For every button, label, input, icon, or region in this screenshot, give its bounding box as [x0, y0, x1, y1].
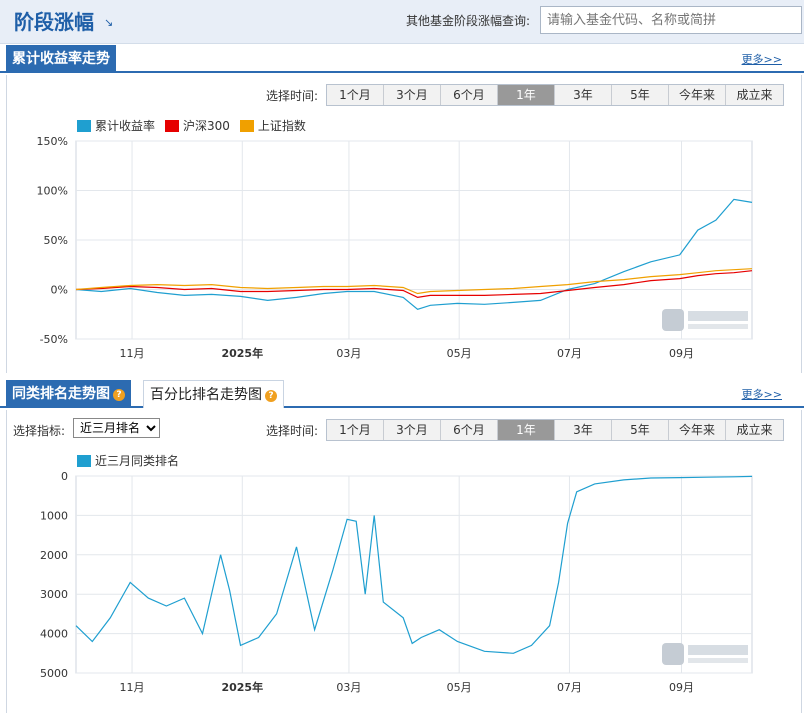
rank-legend: 近三月同类排名 — [77, 452, 189, 469]
y-tick-label: 4000 — [40, 628, 68, 641]
series-line-1 — [75, 270, 753, 299]
x-tick-label: 2025年 — [221, 346, 263, 360]
returns-panel: 选择时间: 1个月 3个月 6个月 1年 3年 5年 今年来 成立来 累计收益率… — [6, 75, 802, 373]
y-tick-label: 3000 — [40, 588, 68, 601]
section-bar-rank: 同类排名走势图? 百分比排名走势图? 更多>> — [0, 380, 804, 408]
cumulative-return-chart: 150% 100% 50% 0% -50% 11月 2025年 03月 05月 07月 09月 — [37, 135, 753, 360]
time-selector-returns: 1个月 3个月 6个月 1年 3年 5年 今年来 成立来 — [326, 84, 784, 106]
legend-item-fund[interactable]: 累计收益率 — [77, 117, 155, 134]
legend-item-sh[interactable]: 上证指数 — [239, 117, 306, 134]
more-link-returns[interactable]: 更多>> — [741, 53, 782, 66]
watermark-subtext — [688, 658, 748, 663]
time-selector-rank: 1个月 3个月 6个月 1年 3年 5年 今年来 成立来 — [326, 419, 784, 441]
y-tick-label: 0% — [51, 284, 68, 297]
time-option-6m[interactable]: 6个月 — [441, 420, 498, 440]
x-tick-label: 11月 — [120, 347, 145, 360]
legend-swatch-sh — [239, 119, 254, 132]
fund-search-input[interactable] — [540, 6, 802, 34]
x-tick-label: 07月 — [557, 681, 582, 694]
rank-panel: 选择指标: 近三月排名 选择时间: 1个月 3个月 6个月 1年 3年 5年 今… — [6, 410, 802, 713]
watermark-logo-icon — [662, 309, 684, 331]
time-option-1m[interactable]: 1个月 — [327, 420, 384, 440]
watermark-text — [688, 311, 748, 321]
y-tick-label: 50% — [44, 234, 68, 247]
watermark-subtext — [688, 324, 748, 329]
series-line-0 — [75, 198, 753, 310]
time-option-3y[interactable]: 3年 — [555, 420, 612, 440]
series-line-2 — [75, 268, 753, 295]
time-option-5y[interactable]: 5年 — [612, 420, 669, 440]
legend-swatch-fund — [77, 119, 91, 132]
peer-rank-chart: 0 1000 2000 3000 4000 5000 11月 2025年 03月 05月 07月 09… — [40, 470, 753, 694]
tab-peer-rank[interactable]: 同类排名走势图? — [6, 380, 131, 408]
y-tick-label: 150% — [37, 135, 68, 148]
watermark-text — [688, 645, 748, 655]
indicator-label: 选择指标: — [13, 424, 66, 438]
x-tick-label: 09月 — [669, 681, 694, 694]
time-option-ytd[interactable]: 今年来 — [669, 85, 726, 105]
page-title: 阶段涨幅 — [14, 10, 94, 34]
tab-percent-rank[interactable]: 百分比排名走势图? — [143, 380, 284, 408]
watermark-logo-icon — [662, 643, 684, 665]
time-select-label: 选择时间: — [266, 89, 319, 103]
legend-label-fund: 累计收益率 — [95, 119, 156, 133]
time-option-ytd[interactable]: 今年来 — [669, 420, 726, 440]
x-tick-label: 2025年 — [221, 680, 263, 694]
x-tick-label: 11月 — [120, 681, 145, 694]
more-link-rank[interactable]: 更多>> — [741, 388, 782, 401]
help-icon[interactable]: ? — [265, 390, 277, 402]
time-option-3m[interactable]: 3个月 — [384, 420, 441, 440]
indicator-select[interactable]: 近三月排名 — [73, 418, 160, 438]
legend-label-hs300: 沪深300 — [183, 119, 230, 133]
time-option-3m[interactable]: 3个月 — [384, 85, 441, 105]
tab-cumulative-return[interactable]: 累计收益率走势 — [6, 45, 116, 73]
plot-area — [75, 475, 753, 674]
title-arrow-icon: ↘ — [104, 16, 114, 29]
time-option-5y[interactable]: 5年 — [612, 85, 669, 105]
time-option-1y[interactable]: 1年 — [498, 420, 555, 440]
tab-peer-rank-label: 同类排名走势图 — [12, 386, 110, 402]
y-tick-label: 0 — [61, 470, 68, 483]
y-tick-label: -50% — [40, 333, 68, 346]
legend-label-rank: 近三月同类排名 — [95, 454, 180, 468]
series-line-0 — [75, 475, 753, 654]
legend-swatch-rank — [77, 454, 91, 467]
legend-swatch-hs300 — [165, 119, 180, 132]
tab-percent-rank-label: 百分比排名走势图 — [150, 387, 262, 403]
y-tick-label: 5000 — [40, 667, 68, 680]
time-option-since-inception[interactable]: 成立来 — [726, 420, 783, 440]
y-tick-label: 100% — [37, 185, 68, 198]
time-option-1m[interactable]: 1个月 — [327, 85, 384, 105]
legend-item-hs300[interactable]: 沪深300 — [165, 117, 230, 134]
x-tick-label: 05月 — [447, 347, 472, 360]
time-option-1y[interactable]: 1年 — [498, 85, 555, 105]
y-tick-label: 1000 — [40, 509, 68, 522]
section-bar-returns: 累计收益率走势 更多>> — [0, 45, 804, 73]
time-option-since-inception[interactable]: 成立来 — [726, 85, 783, 105]
x-tick-label: 05月 — [447, 681, 472, 694]
fund-query-label: 其他基金阶段涨幅查询: — [406, 14, 531, 28]
legend-item-rank[interactable]: 近三月同类排名 — [77, 452, 179, 469]
page-header: 阶段涨幅 ↘ 其他基金阶段涨幅查询: — [0, 0, 804, 44]
returns-legend: 累计收益率 沪深300 上证指数 — [77, 117, 316, 134]
x-tick-label: 03月 — [336, 681, 361, 694]
x-tick-label: 07月 — [557, 347, 582, 360]
x-tick-label: 09月 — [669, 347, 694, 360]
time-option-6m[interactable]: 6个月 — [441, 85, 498, 105]
time-option-3y[interactable]: 3年 — [555, 85, 612, 105]
help-icon[interactable]: ? — [113, 389, 125, 401]
x-tick-label: 03月 — [336, 347, 361, 360]
time-select-label-rank: 选择时间: — [266, 424, 319, 438]
legend-label-sh: 上证指数 — [257, 119, 306, 133]
y-tick-label: 2000 — [40, 549, 68, 562]
